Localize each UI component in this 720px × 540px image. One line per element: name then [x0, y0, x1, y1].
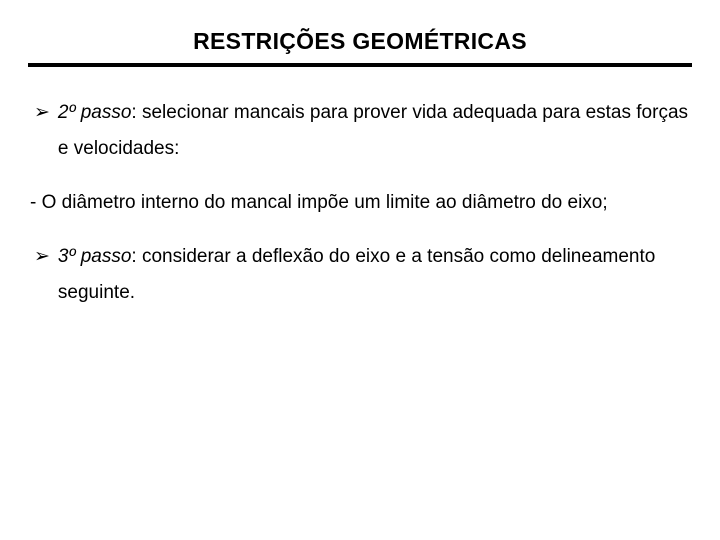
step-2-body: selecionar mancais para prover vida adeq…: [58, 102, 688, 159]
slide-title: RESTRIÇÕES GEOMÉTRICAS: [28, 28, 692, 55]
step-2-text: 2º passo: selecionar mancais para prover…: [58, 95, 692, 167]
chevron-right-icon: ➢: [34, 95, 50, 131]
note-paragraph: - O diâmetro interno do mancal impõe um …: [28, 185, 692, 221]
step-3-label: 3º passo: [58, 246, 132, 267]
step-3-text: 3º passo: considerar a deflexão do eixo …: [58, 239, 692, 311]
title-underline: [28, 63, 692, 67]
step-2-sep: :: [131, 102, 142, 123]
chevron-right-icon: ➢: [34, 239, 50, 275]
slide: RESTRIÇÕES GEOMÉTRICAS ➢ 2º passo: selec…: [0, 0, 720, 540]
step-2-label: 2º passo: [58, 102, 132, 123]
step-2-item: ➢ 2º passo: selecionar mancais para prov…: [28, 95, 692, 167]
step-3-item: ➢ 3º passo: considerar a deflexão do eix…: [28, 239, 692, 311]
step-3-body: considerar a deflexão do eixo e a tensão…: [58, 246, 655, 303]
step-3-sep: :: [131, 246, 142, 267]
